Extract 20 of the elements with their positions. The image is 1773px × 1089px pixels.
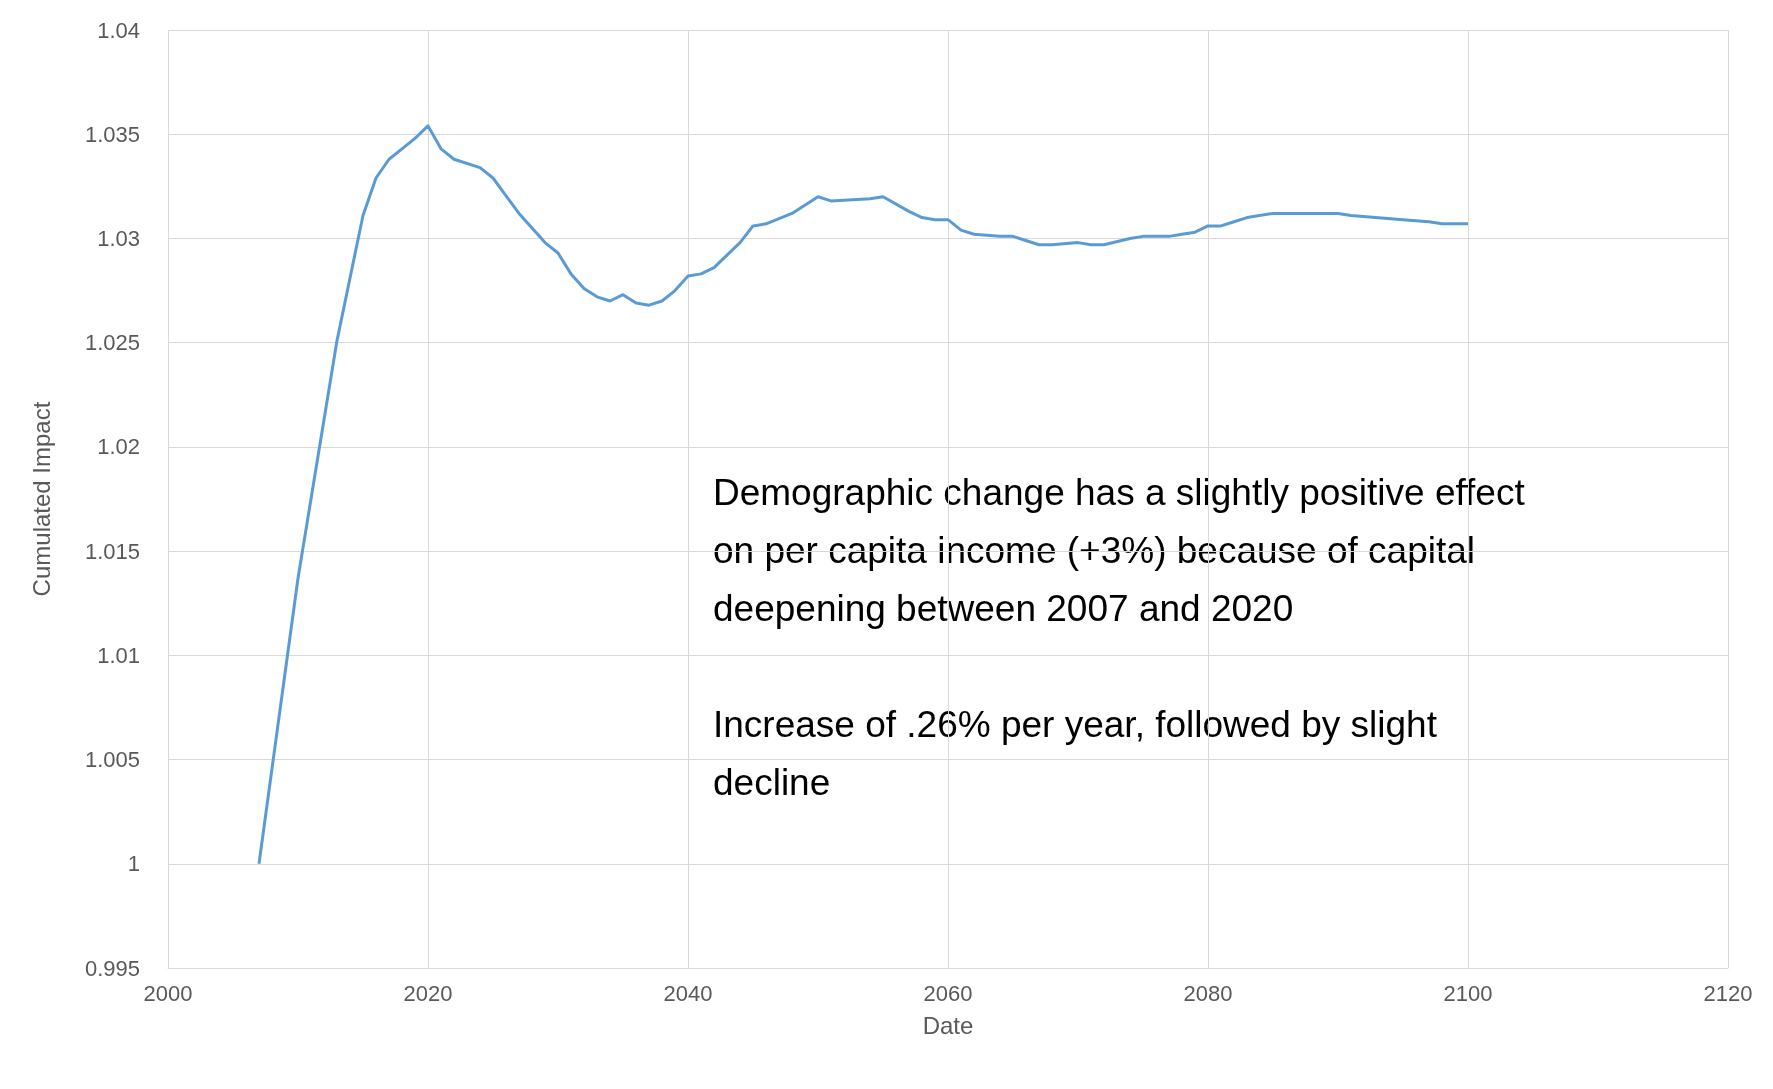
y-tick-label: 1.03 (97, 225, 140, 251)
x-tick-label: 2080 (1183, 980, 1233, 1006)
y-tick-label: 1.025 (84, 330, 140, 356)
y-tick-label: 1.02 (97, 434, 140, 460)
y-tick-label: 1 (127, 851, 140, 877)
x-tick-label: 2020 (403, 980, 453, 1006)
y-axis-title: Cumulated Impact (27, 401, 55, 597)
x-tick-label: 2040 (663, 980, 713, 1006)
x-tick-label: 2100 (1443, 980, 1493, 1006)
y-tick-label: 1.005 (84, 747, 140, 773)
y-tick-label: 1.015 (84, 538, 140, 564)
x-axis-title: Date (922, 1011, 974, 1039)
x-tick-label: 2060 (923, 980, 973, 1006)
x-tick-label: 2120 (1703, 980, 1753, 1006)
y-tick-label: 1.04 (97, 17, 140, 43)
y-tick-label: 1.035 (84, 121, 140, 147)
x-tick-label: 2000 (143, 980, 193, 1006)
y-tick-label: 0.995 (84, 955, 140, 981)
annotation: Increase of .26% per year, followed by slight decline (713, 703, 1448, 803)
y-tick-label: 1.01 (97, 642, 140, 668)
